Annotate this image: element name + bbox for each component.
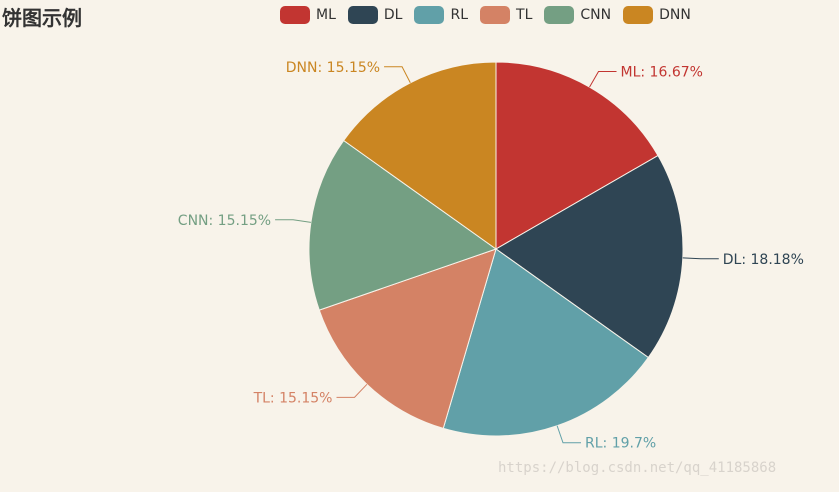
legend-swatch xyxy=(544,6,575,24)
chart-title: 饼图示例 xyxy=(2,6,82,30)
legend-item-tl[interactable]: TL xyxy=(480,6,532,24)
legend-item-dl[interactable]: DL xyxy=(347,6,403,24)
data-label-cnn: CNN: 15.15% xyxy=(178,213,271,229)
data-label-dnn: DNN: 15.15% xyxy=(286,60,380,76)
legend-swatch xyxy=(414,6,445,24)
legend-item-dnn[interactable]: DNN xyxy=(623,6,691,24)
legend-label: ML xyxy=(316,7,336,23)
watermark: https://blog.csdn.net/qq_41185868 xyxy=(498,460,777,476)
legend-label: TL xyxy=(516,7,533,23)
data-label-tl: TL: 15.15% xyxy=(253,390,333,406)
pie-slices xyxy=(308,61,684,437)
legend-swatch xyxy=(480,6,511,24)
label-leader-dl xyxy=(682,257,719,260)
data-label-rl: RL: 19.7% xyxy=(585,436,656,452)
legend-item-ml[interactable]: ML xyxy=(280,6,336,24)
pie-slice-ml[interactable] xyxy=(495,61,659,250)
label-leader-tl xyxy=(336,383,368,398)
legend-swatch xyxy=(623,6,654,24)
data-label-ml: ML: 16.67% xyxy=(621,64,703,80)
pie-slice-cnn[interactable] xyxy=(308,139,498,311)
legend-label: RL xyxy=(450,7,469,23)
legend-item-rl[interactable]: RL xyxy=(414,6,468,24)
legend-label: DNN xyxy=(659,7,691,23)
legend-swatch xyxy=(280,6,310,24)
label-leader-dnn xyxy=(384,66,411,84)
pie-slice-rl[interactable] xyxy=(442,248,650,437)
pie-slice-tl[interactable] xyxy=(318,248,497,430)
label-leader-cnn xyxy=(275,219,311,223)
pie-slice-dl[interactable] xyxy=(495,154,684,359)
label-leader-rl xyxy=(556,425,582,444)
label-leader-ml xyxy=(589,70,617,88)
legend-item-cnn[interactable]: CNN xyxy=(544,6,611,24)
legend: ML DL RL TL CNN DNN xyxy=(280,5,703,25)
legend-swatch xyxy=(347,6,378,24)
legend-label: CNN xyxy=(580,7,612,23)
pie-slice-dnn[interactable] xyxy=(342,61,497,250)
pie-labels: ML: 16.67% DL: 18.18% RL: 19.7% TL: 15.15% C… xyxy=(178,60,804,452)
legend-label: DL xyxy=(383,7,403,23)
data-label-dl: DL: 18.18% xyxy=(723,252,804,268)
